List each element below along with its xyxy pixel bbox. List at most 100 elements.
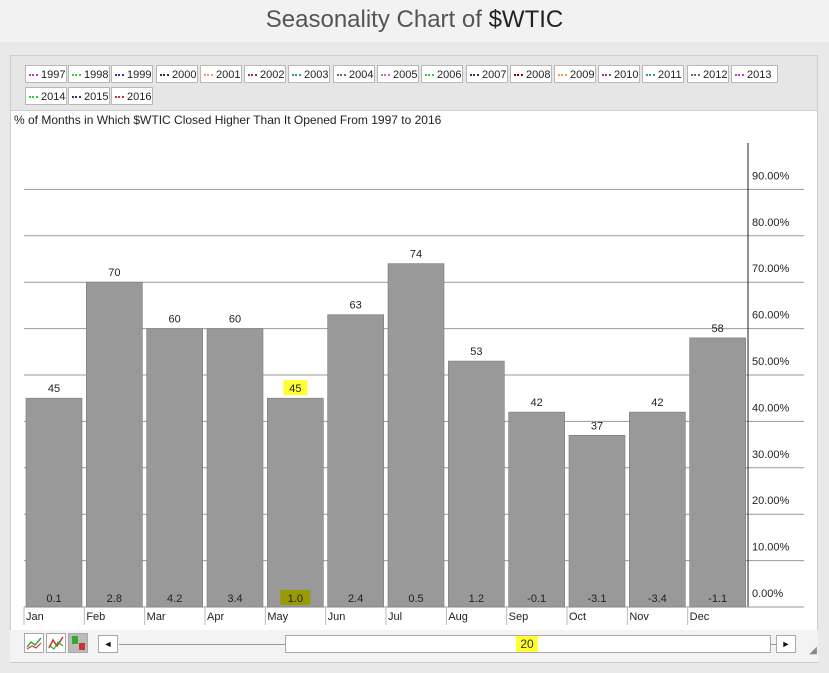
legend-label: 2001	[216, 69, 241, 81]
value-label: 74	[410, 249, 422, 261]
avg-change-label: 1.0	[288, 593, 303, 605]
bar-may	[267, 397, 324, 608]
bar-sep	[508, 411, 565, 608]
legend-label: 2010	[614, 69, 639, 81]
value-label: 45	[48, 383, 60, 395]
title-prefix: Seasonality Chart of	[265, 6, 489, 33]
legend-item-2016[interactable]: 2016	[111, 87, 153, 105]
x-tick-label: Jul	[388, 611, 402, 623]
avg-change-label: -0.1	[527, 593, 546, 605]
resize-grip-icon[interactable]: ◢	[809, 645, 817, 656]
legend-swatch	[337, 74, 346, 77]
bar-jan	[25, 397, 83, 608]
x-tick-label: Feb	[86, 611, 105, 623]
legend-item-2008[interactable]: 2008	[510, 65, 552, 83]
y-tick-label: 0.00%	[752, 588, 783, 600]
x-tick-label: May	[267, 611, 288, 623]
legend-label: 2014	[41, 91, 66, 103]
page-title: Seasonality Chart of $WTIC	[0, 0, 829, 42]
y-tick-label: 10.00%	[752, 542, 790, 554]
avg-change-label: 1.2	[469, 593, 484, 605]
legend-item-2012[interactable]: 2012	[687, 65, 729, 83]
legend-item-1998[interactable]: 1998	[68, 65, 110, 83]
legend-label: 2012	[703, 69, 728, 81]
legend-swatch	[381, 74, 390, 77]
slider-right-arrow[interactable]: ►	[776, 635, 796, 653]
legend-label: 1998	[84, 69, 109, 81]
legend-item-2013[interactable]: 2013	[731, 65, 778, 83]
bar-apr	[206, 328, 264, 608]
legend-item-2005[interactable]: 2005	[377, 65, 419, 83]
legend-item-2011[interactable]: 2011	[642, 65, 684, 83]
legend-label: 2003	[304, 69, 329, 81]
value-label: 70	[108, 267, 120, 279]
x-tick-label: Jun	[328, 611, 346, 623]
legend-item-2010[interactable]: 2010	[598, 65, 640, 83]
avg-label-highlight	[280, 590, 311, 605]
multi-line-chart-icon[interactable]	[46, 633, 66, 653]
legend-item-2009[interactable]: 2009	[554, 65, 596, 83]
legend-label: 2013	[747, 69, 772, 81]
avg-change-label: 2.8	[107, 593, 122, 605]
avg-change-label: -1.1	[708, 593, 727, 605]
bar-jun	[327, 314, 384, 608]
title-symbol: $WTIC	[488, 6, 564, 33]
legend-swatch	[115, 96, 124, 99]
legend-item-2003[interactable]: 2003	[288, 65, 330, 83]
legend-item-2000[interactable]: 2000	[156, 65, 198, 83]
legend-swatch	[558, 74, 567, 77]
legend-swatch	[29, 74, 38, 77]
legend-item-2001[interactable]: 2001	[200, 65, 242, 83]
legend-label: 2005	[393, 69, 418, 81]
legend-item-1997[interactable]: 1997	[25, 65, 67, 83]
bar-chart-icon[interactable]	[68, 633, 88, 653]
legend-swatch	[735, 74, 744, 77]
value-label: 42	[531, 397, 543, 409]
legend-swatch	[204, 74, 213, 77]
legend-swatch	[514, 74, 523, 77]
legend-label: 2007	[482, 69, 507, 81]
avg-change-label: 4.2	[167, 593, 182, 605]
avg-change-label: 0.5	[408, 593, 423, 605]
legend-item-2014[interactable]: 2014	[25, 87, 67, 105]
value-label: 63	[350, 300, 362, 312]
legend-swatch	[470, 74, 479, 77]
line-chart-icon[interactable]	[24, 633, 44, 653]
legend: 1997 1998 1999 2000 2001 2002 2003 2004 2005 2006…	[11, 56, 817, 111]
legend-label: 2015	[84, 91, 109, 103]
legend-label: 2009	[570, 69, 595, 81]
bar-aug	[448, 360, 505, 608]
range-slider[interactable]	[119, 635, 776, 653]
legend-label: 2000	[172, 69, 197, 81]
legend-item-2006[interactable]: 2006	[421, 65, 463, 83]
slider-left-arrow[interactable]: ◄	[98, 635, 118, 653]
chart-subtitle: % of Months in Which $WTIC Closed Higher…	[14, 113, 442, 127]
legend-label: 2011	[658, 69, 682, 81]
legend-swatch	[72, 74, 81, 77]
x-tick-label: Oct	[569, 611, 586, 623]
avg-change-label: 0.1	[46, 593, 61, 605]
bar-oct	[568, 435, 626, 608]
legend-item-1999[interactable]: 1999	[111, 65, 153, 83]
y-tick-label: 20.00%	[752, 495, 790, 507]
legend-item-2002[interactable]: 2002	[244, 65, 286, 83]
legend-item-2007[interactable]: 2007	[466, 65, 508, 83]
x-tick-label: Nov	[629, 611, 649, 623]
y-tick-label: 30.00%	[752, 449, 790, 461]
value-label: 58	[712, 323, 724, 335]
legend-label: 2002	[260, 69, 285, 81]
legend-item-2004[interactable]: 2004	[333, 65, 375, 83]
value-label-highlight	[283, 380, 308, 396]
legend-swatch	[602, 74, 611, 77]
value-label: 45	[289, 383, 301, 395]
legend-item-2015[interactable]: 2015	[68, 87, 110, 105]
x-tick-label: Jan	[26, 611, 44, 623]
y-tick-label: 60.00%	[752, 310, 790, 322]
legend-label: 2004	[349, 69, 374, 81]
value-label: 53	[470, 346, 482, 358]
x-tick-label: Sep	[509, 611, 529, 623]
legend-label: 2016	[127, 91, 152, 103]
value-label: 60	[169, 314, 181, 326]
legend-swatch	[646, 74, 655, 77]
bar-dec	[689, 337, 746, 608]
